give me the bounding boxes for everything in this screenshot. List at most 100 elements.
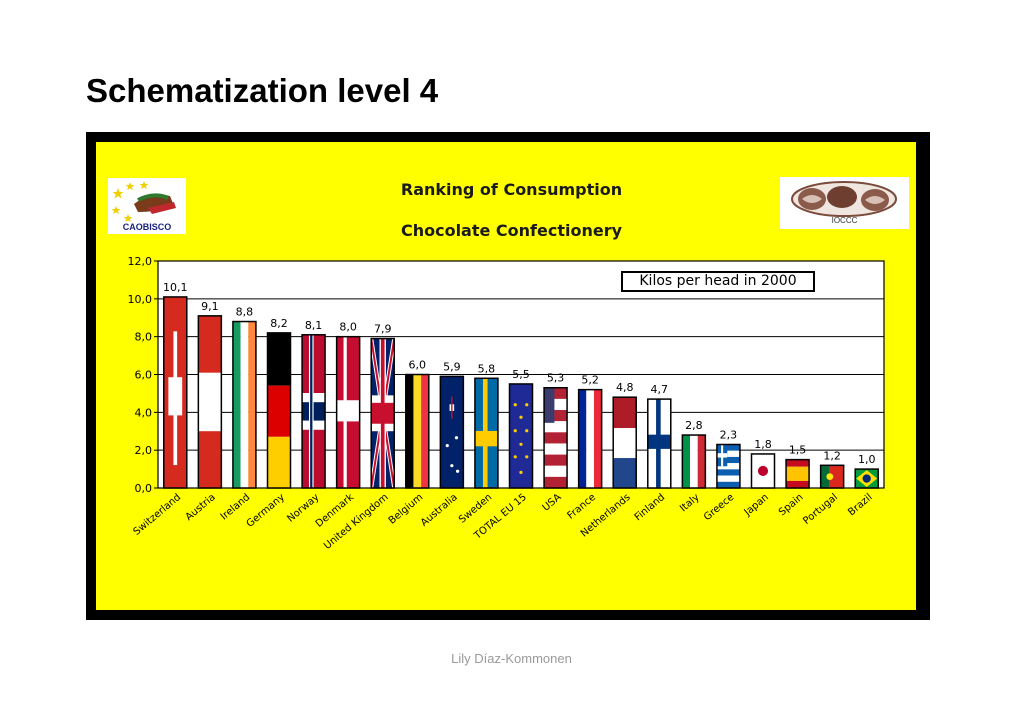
bar-spain — [785, 458, 810, 489]
flag-stripe — [451, 396, 453, 419]
x-tick-label: Greece — [702, 492, 736, 523]
data-label: 1,0 — [858, 453, 876, 466]
flag-stripe — [336, 400, 360, 422]
flag-stripe — [267, 332, 291, 386]
bar-brazil — [854, 468, 879, 489]
data-label: 2,8 — [685, 419, 703, 432]
x-tick-label: Japan — [742, 492, 771, 519]
ioccc-logo — [780, 177, 909, 229]
flag-stripes — [716, 444, 740, 489]
bar-flag-fill — [820, 465, 844, 488]
bar — [854, 468, 879, 489]
data-label: 2,3 — [720, 428, 738, 441]
bar — [197, 315, 223, 489]
bar-flag-fill — [440, 376, 464, 488]
y-tick-label: 6,0 — [135, 369, 153, 382]
flag-stripe — [690, 435, 698, 488]
bar-austria — [197, 315, 223, 489]
flag-stripe — [240, 321, 249, 488]
flag-stripe — [248, 321, 256, 488]
data-label: 7,9 — [374, 323, 392, 336]
bar-ireland — [232, 320, 257, 489]
flag-stripe — [593, 389, 602, 488]
flag-stripe — [544, 410, 568, 422]
bar-denmark — [335, 335, 361, 489]
y-tick-label: 10,0 — [128, 293, 153, 306]
bar-flag-fill — [232, 321, 256, 488]
flag-stripe — [716, 469, 740, 476]
x-tick-label: Austria — [184, 492, 218, 523]
chart-subtitle: Chocolate Confectionery — [400, 221, 623, 240]
data-label: 1,2 — [823, 449, 841, 462]
data-label: 10,1 — [163, 281, 188, 294]
footer-author: Lily Díaz-Kommonen — [451, 651, 572, 666]
flag-star — [513, 429, 517, 433]
y-tick-label: 8,0 — [135, 331, 153, 344]
bar-japan — [750, 453, 776, 489]
data-label: 5,9 — [443, 360, 461, 373]
data-label: 4,8 — [616, 381, 634, 394]
data-label: 1,5 — [789, 444, 807, 457]
flag-stripe — [786, 466, 810, 481]
flag-star — [519, 442, 523, 446]
bar — [405, 373, 430, 489]
x-tick-label: USA — [541, 492, 564, 514]
data-label: 8,2 — [270, 317, 288, 330]
flag-stripe — [613, 458, 637, 488]
bar-netherlands — [612, 396, 637, 489]
x-tick-label: Finland — [633, 492, 667, 523]
bar — [439, 375, 465, 489]
y-tick-label: 12,0 — [128, 255, 153, 268]
flag-stripe — [697, 435, 706, 488]
bar — [785, 458, 810, 489]
bar-flag-fill — [647, 399, 671, 488]
data-label: 4,7 — [651, 383, 669, 396]
data-label: 8,1 — [305, 319, 323, 332]
y-tick-label: 0,0 — [135, 482, 153, 495]
flag-stripe — [613, 428, 637, 459]
flag-stripe — [168, 377, 183, 416]
bar-germany — [266, 332, 292, 489]
data-label: 9,1 — [201, 300, 219, 313]
bar — [750, 453, 776, 489]
flag-stripe — [716, 475, 740, 482]
bar-finland — [647, 398, 672, 489]
bar — [647, 398, 672, 489]
bar-usa — [543, 386, 568, 489]
bar-flag-fill — [682, 435, 706, 488]
data-label: 5,5 — [512, 368, 530, 381]
flag-stripe — [544, 387, 568, 399]
flag-stripe — [421, 374, 429, 488]
flag-stripe — [544, 398, 568, 411]
flag-stripe — [544, 432, 568, 444]
y-tick-label: 4,0 — [135, 406, 153, 419]
x-tick-label: Australia — [419, 492, 460, 529]
flag-stripe — [440, 376, 464, 488]
bar-switzerland — [163, 296, 188, 489]
bar — [474, 377, 499, 489]
flag-stripe — [544, 476, 568, 488]
bar — [232, 320, 257, 489]
flag-stripe — [716, 456, 740, 464]
bar-flag-fill — [855, 469, 879, 488]
bar-flag-fill — [405, 374, 429, 488]
flag-stripe — [786, 459, 810, 467]
ioccc-logo-text: IOCCC — [831, 216, 858, 225]
flag-disc — [757, 465, 769, 477]
x-tick-label: Spain — [777, 492, 805, 518]
x-tick-label: Germany — [245, 492, 287, 530]
flag-stripe — [586, 389, 594, 488]
flag-stripe — [829, 465, 844, 488]
bar-sweden — [474, 377, 499, 489]
bar — [163, 296, 188, 489]
flag-stripe — [544, 421, 568, 433]
bar-italy — [681, 434, 707, 489]
flag-stripe — [267, 436, 291, 488]
flag-stripe — [716, 463, 740, 470]
x-tick-label: Switzerland — [131, 492, 183, 538]
flag-star — [519, 415, 523, 419]
bar-flag-fill — [163, 296, 187, 488]
data-label: 1,8 — [754, 438, 772, 451]
flag-tricolor — [232, 321, 256, 488]
